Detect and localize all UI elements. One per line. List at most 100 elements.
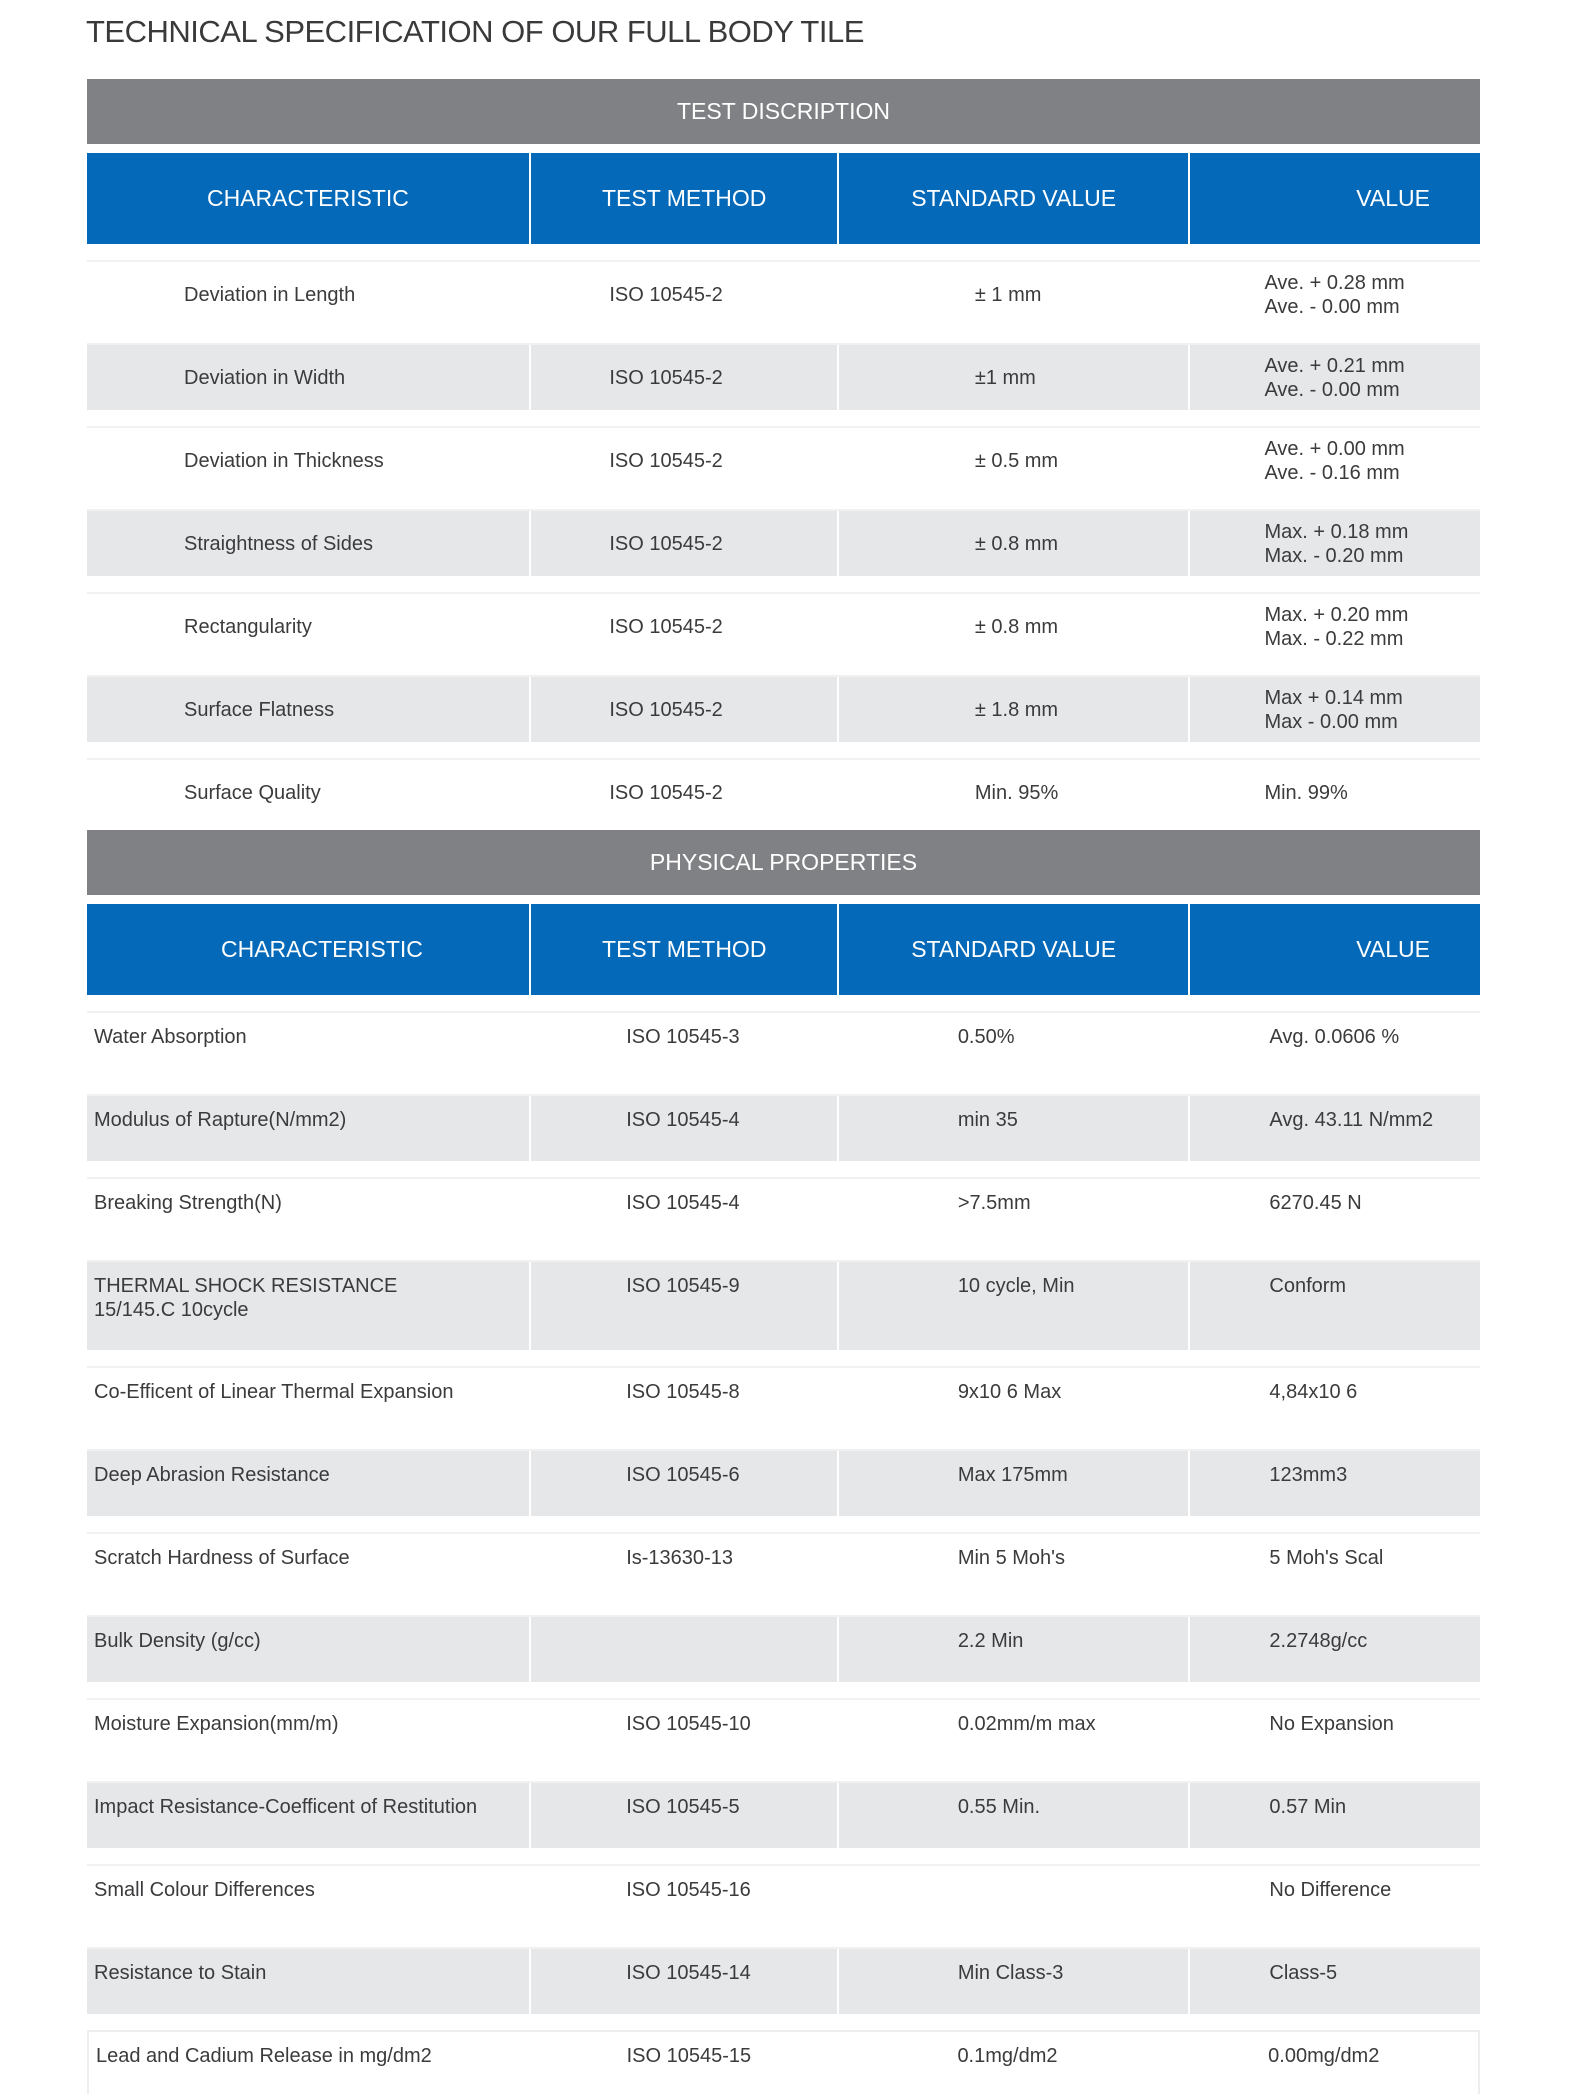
- cell-line: 15/145.C 10cycle: [94, 1299, 249, 1321]
- cell-line: Ave. + 0.28 mm: [1264, 271, 1405, 294]
- standard-value-cell: ± 0.5 mm: [838, 428, 1189, 493]
- column-header-test-method: TEST METHOD: [531, 904, 837, 995]
- value-cell: Class-5: [1190, 1949, 1480, 2014]
- test-method-cell: ISO 10545-14: [531, 1949, 837, 2014]
- cell-line: Deep Abrasion Resistance: [94, 1464, 330, 1486]
- value-cell: Avg. 0.0606 %: [1190, 1013, 1480, 1078]
- characteristic-cell: Surface Quality: [87, 760, 530, 825]
- cell-line: Water Absorption: [94, 1026, 247, 1048]
- column-header-value: VALUE: [1190, 153, 1480, 244]
- column-header-standard-value: STANDARD VALUE: [838, 904, 1189, 995]
- characteristic-cell: Small Colour Differences: [87, 1866, 530, 1931]
- standard-value-cell: 10 cycle, Min: [838, 1262, 1189, 1350]
- characteristic-cell: Deviation in Length: [87, 262, 530, 327]
- cell-line: Max. - 0.22 mm: [1264, 627, 1404, 650]
- cell-line: Ave. - 0.00 mm: [1264, 295, 1400, 318]
- cell-line: Max. + 0.18 mm: [1264, 520, 1409, 543]
- table-row: Impact Resistance-Coefficent of Restitut…: [87, 1781, 1480, 1848]
- cell-line: Small Colour Differences: [94, 1879, 315, 1901]
- test-method-cell: [531, 1617, 837, 1682]
- value-cell: Max. + 0.20 mm Max. - 0.22 mm: [1190, 594, 1480, 659]
- table-row: Water Absorption ISO 10545-3 0.50% Avg. 0.0…: [87, 1011, 1480, 1078]
- cell-line: Ave. - 0.16 mm: [1264, 461, 1400, 484]
- characteristic-cell: Deep Abrasion Resistance: [87, 1451, 530, 1516]
- value-cell: Avg. 43.11 N/mm2: [1190, 1096, 1480, 1161]
- cell-line: Modulus of Rapture(N/mm2): [94, 1109, 347, 1131]
- cell-line: Breaking Strength(N): [94, 1192, 282, 1214]
- characteristic-cell: THERMAL SHOCK RESISTANCE 15/145.C 10cycle: [87, 1262, 530, 1350]
- table-row: Scratch Hardness of Surface Is-13630-13 Mi…: [87, 1532, 1480, 1599]
- table-row: Deep Abrasion Resistance ISO 10545-6 Max 1…: [87, 1449, 1480, 1516]
- value-cell: 2.2748g/cc: [1190, 1617, 1480, 1682]
- cell-line: Lead and Cadium Release in mg/dm2: [96, 2045, 432, 2067]
- test-method-cell: ISO 10545-8: [531, 1368, 837, 1433]
- test-method-cell: ISO 10545-4: [531, 1096, 837, 1161]
- table-row: Bulk Density (g/cc) 2.2 Min 2.2748g/cc: [87, 1615, 1480, 1682]
- standard-value-cell: 0.1mg/dm2: [838, 2032, 1188, 2094]
- characteristic-cell: Scratch Hardness of Surface: [87, 1534, 530, 1599]
- value-cell: Max + 0.14 mm Max - 0.00 mm: [1190, 677, 1480, 742]
- column-header-characteristic: CHARACTERISTIC: [87, 153, 530, 244]
- table-row: Deviation in Thickness ISO 10545-2 ± 0.5 m…: [87, 426, 1480, 493]
- characteristic-cell: Deviation in Width: [87, 345, 530, 410]
- test-method-cell: ISO 10545-9: [531, 1262, 837, 1350]
- standard-value-cell: ± 1.8 mm: [838, 677, 1189, 742]
- characteristic-cell: Straightness of Sides: [87, 511, 530, 576]
- value-cell: No Expansion: [1190, 1700, 1480, 1765]
- standard-value-cell: 9x10 6 Max: [838, 1368, 1189, 1433]
- test-method-cell: ISO 10545-2: [531, 760, 837, 825]
- cell-line: Ave. + 0.00 mm: [1264, 437, 1405, 460]
- test-method-cell: ISO 10545-2: [531, 677, 837, 742]
- test-method-cell: ISO 10545-3: [531, 1013, 837, 1078]
- section-header: TEST DISCRIPTION: [87, 79, 1480, 144]
- standard-value-cell: ± 0.8 mm: [838, 594, 1189, 659]
- test-method-cell: ISO 10545-10: [531, 1700, 837, 1765]
- table-row: Deviation in Length ISO 10545-2 ± 1 mm Ave.…: [87, 260, 1480, 327]
- characteristic-cell: Breaking Strength(N): [87, 1179, 530, 1244]
- characteristic-cell: Impact Resistance-Coefficent of Restitut…: [87, 1783, 530, 1848]
- cell-line: Max - 0.00 mm: [1264, 710, 1398, 733]
- standard-value-cell: min 35: [838, 1096, 1189, 1161]
- standard-value-cell: Min 5 Moh's: [838, 1534, 1189, 1599]
- value-cell: Ave. + 0.28 mm Ave. - 0.00 mm: [1190, 262, 1480, 327]
- characteristic-cell: Surface Flatness: [87, 677, 530, 742]
- table-row: Rectangularity ISO 10545-2 ± 0.8 mm Max. + …: [87, 592, 1480, 659]
- test-method-cell: ISO 10545-16: [531, 1866, 837, 1931]
- cell-line: Ave. - 0.00 mm: [1264, 378, 1400, 401]
- characteristic-cell: Moisture Expansion(mm/m): [87, 1700, 530, 1765]
- test-method-cell: Is-13630-13: [531, 1534, 837, 1599]
- standard-value-cell: 0.55 Min.: [838, 1783, 1189, 1848]
- table-row: THERMAL SHOCK RESISTANCE 15/145.C 10cycle…: [87, 1260, 1480, 1350]
- table-row: Straightness of Sides ISO 10545-2 ± 0.8 mm…: [87, 509, 1480, 576]
- cell-line: Scratch Hardness of Surface: [94, 1547, 350, 1569]
- value-cell: 6270.45 N: [1190, 1179, 1480, 1244]
- value-cell: 5 Moh's Scal: [1190, 1534, 1480, 1599]
- value-cell: Conform: [1190, 1262, 1480, 1350]
- table-row: Surface Flatness ISO 10545-2 ± 1.8 mm Max +…: [87, 675, 1480, 742]
- characteristic-cell: Deviation in Thickness: [87, 428, 530, 493]
- value-cell: Ave. + 0.21 mm Ave. - 0.00 mm: [1190, 345, 1480, 410]
- cell-line: Bulk Density (g/cc): [94, 1630, 261, 1652]
- standard-value-cell: Min Class-3: [838, 1949, 1189, 2014]
- standard-value-cell: Max 175mm: [838, 1451, 1189, 1516]
- column-header-row: CHARACTERISTIC TEST METHOD STANDARD VALU…: [87, 904, 1480, 995]
- column-header-row: CHARACTERISTIC TEST METHOD STANDARD VALU…: [87, 153, 1480, 244]
- cell-line: Co-Efficent of Linear Thermal Expansion: [94, 1381, 454, 1403]
- section-header: PHYSICAL PROPERTIES: [87, 830, 1480, 895]
- table-row: Small Colour Differences ISO 10545-16 No D…: [87, 1864, 1480, 1931]
- standard-value-cell: ± 0.8 mm: [838, 511, 1189, 576]
- characteristic-cell: Modulus of Rapture(N/mm2): [87, 1096, 530, 1161]
- value-cell: 123mm3: [1190, 1451, 1480, 1516]
- standard-value-cell: >7.5mm: [838, 1179, 1189, 1244]
- column-header-standard-value: STANDARD VALUE: [838, 153, 1189, 244]
- standard-value-cell: ±1 mm: [838, 345, 1189, 410]
- value-cell: 0.00mg/dm2: [1189, 2032, 1479, 2094]
- standard-value-cell: Min. 95%: [838, 760, 1189, 825]
- standard-value-cell: 2.2 Min: [838, 1617, 1189, 1682]
- value-cell: 0.57 Min: [1190, 1783, 1480, 1848]
- test-method-cell: ISO 10545-2: [531, 262, 837, 327]
- cell-line: Resistance to Stain: [94, 1962, 267, 1984]
- test-method-cell: ISO 10545-5: [531, 1783, 837, 1848]
- test-method-cell: ISO 10545-2: [531, 345, 837, 410]
- characteristic-cell: Bulk Density (g/cc): [87, 1617, 530, 1682]
